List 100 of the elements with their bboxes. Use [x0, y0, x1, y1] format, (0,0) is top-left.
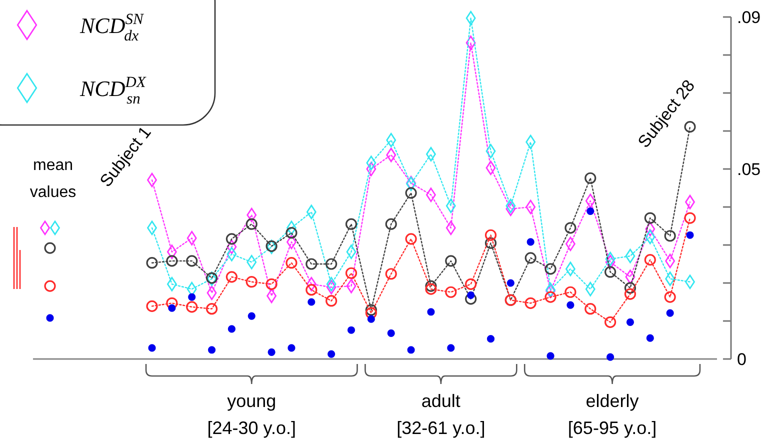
- point: [624, 288, 636, 300]
- point: [565, 262, 576, 276]
- point: [326, 276, 336, 292]
- point: [206, 303, 218, 315]
- point: [226, 271, 238, 283]
- point: [665, 254, 676, 268]
- point: [206, 286, 217, 300]
- text: young [24-30 y.o.]: [207, 391, 296, 438]
- point: [644, 212, 656, 224]
- point: [146, 300, 158, 312]
- point: [585, 194, 596, 208]
- point: [407, 346, 415, 354]
- point: [684, 121, 696, 133]
- point: [326, 280, 336, 294]
- point: [427, 308, 435, 316]
- point: [446, 220, 456, 236]
- point: [624, 282, 636, 294]
- point: [606, 353, 614, 361]
- text: elderly [65-95 y.o.]: [568, 391, 657, 438]
- point: [664, 230, 676, 242]
- point: [546, 352, 554, 360]
- point: [246, 254, 257, 270]
- point: [246, 276, 258, 288]
- point: [666, 309, 674, 317]
- point: [385, 218, 397, 230]
- point: [446, 198, 456, 214]
- point: [447, 344, 455, 352]
- point: [585, 282, 596, 296]
- point: [465, 278, 477, 290]
- point: [425, 283, 437, 295]
- point: [188, 293, 196, 301]
- point: [664, 291, 676, 303]
- point: [605, 254, 616, 270]
- point: [346, 278, 356, 294]
- point: [346, 244, 356, 260]
- point: [228, 325, 236, 333]
- point: [526, 238, 534, 246]
- point: [366, 162, 376, 176]
- point: [665, 272, 676, 286]
- point: [385, 268, 397, 280]
- point: [625, 270, 636, 284]
- point: [604, 266, 616, 278]
- text: adult [32-61 y.o.]: [396, 391, 486, 438]
- point: [226, 240, 237, 254]
- point: [206, 272, 218, 284]
- point: [166, 244, 177, 260]
- point: [445, 255, 457, 267]
- point: [445, 286, 457, 298]
- point: [186, 230, 197, 246]
- point: [484, 237, 497, 249]
- point: [268, 348, 276, 356]
- point: [584, 172, 596, 184]
- point: [565, 236, 576, 252]
- point: [387, 329, 395, 337]
- point: [306, 258, 318, 270]
- point: [644, 254, 656, 266]
- point: [526, 134, 536, 150]
- y-tick-label: 0: [737, 350, 746, 369]
- point: [466, 36, 476, 50]
- point: [266, 240, 277, 254]
- point: [466, 10, 476, 26]
- point: [166, 276, 177, 292]
- point: [465, 293, 477, 305]
- point: [288, 344, 296, 352]
- point: [605, 252, 616, 266]
- point: [625, 248, 636, 264]
- point: [524, 297, 536, 309]
- point: [405, 233, 417, 245]
- point: [526, 200, 536, 214]
- point: [486, 160, 496, 176]
- point: [645, 222, 656, 236]
- y-tick-label: .09: [737, 8, 761, 27]
- point: [484, 229, 497, 241]
- point: [584, 303, 596, 315]
- point: [266, 278, 278, 290]
- point: [524, 252, 536, 264]
- point: [226, 233, 238, 245]
- point: [626, 318, 634, 326]
- point: [266, 288, 277, 304]
- point: [386, 132, 396, 148]
- point: [328, 350, 336, 358]
- point: [366, 156, 376, 170]
- point: [684, 212, 696, 224]
- point: [486, 144, 496, 158]
- point: [168, 304, 176, 312]
- point: [286, 257, 298, 269]
- point: [166, 255, 178, 267]
- point: [566, 301, 574, 309]
- point: [286, 227, 298, 239]
- point: [347, 326, 356, 334]
- point: [386, 148, 396, 162]
- point: [306, 204, 316, 220]
- point: [306, 276, 316, 292]
- point: [186, 255, 198, 267]
- point: [345, 218, 358, 230]
- point: [326, 295, 338, 307]
- point: [604, 316, 616, 328]
- point: [405, 187, 417, 199]
- point: [467, 291, 475, 299]
- point: [208, 346, 216, 354]
